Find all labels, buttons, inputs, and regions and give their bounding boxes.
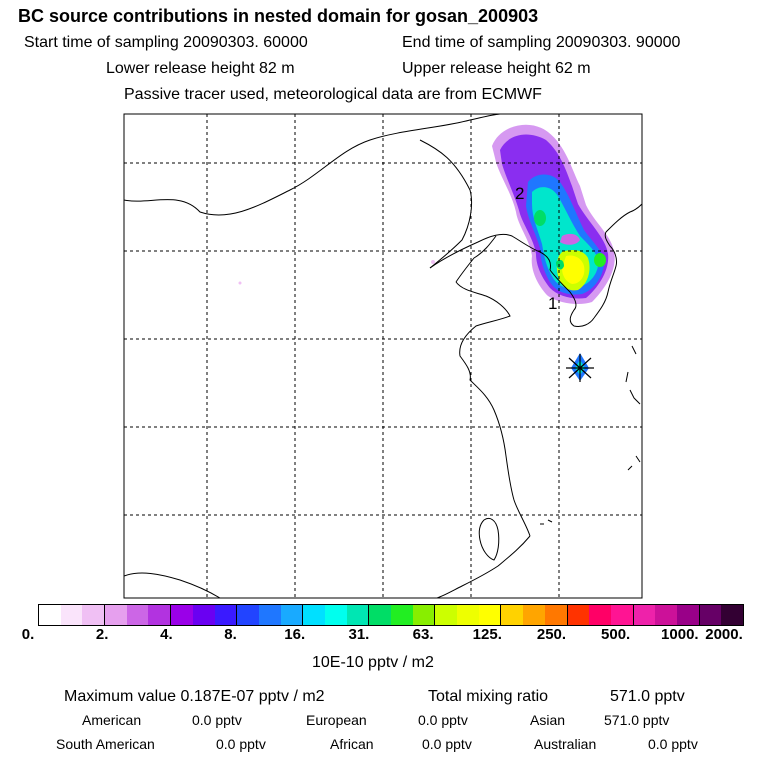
region-value: 0.0 pptv	[216, 736, 266, 752]
region-value: 0.0 pptv	[648, 736, 698, 752]
colorbar-cell	[676, 605, 699, 625]
colorbar-tick-label: 1000.	[661, 626, 699, 643]
colorbar-tick-label: 500.	[601, 626, 631, 643]
colorbar-cell	[170, 605, 193, 625]
region-value: 0.0 pptv	[422, 736, 472, 752]
colorbar-cell	[258, 605, 281, 625]
colorbar-tick-label: 2.	[95, 626, 109, 643]
colorbar-cell	[721, 605, 743, 625]
colorbar-cell	[60, 605, 83, 625]
colorbar-tick-label: 0.	[21, 626, 35, 643]
colorbar-tick-label: 4.	[160, 626, 173, 643]
coastlines	[124, 114, 642, 598]
colorbar-cell	[236, 605, 259, 625]
colorbar-ticks: 0. 2. 4. 8. 16. 31. 63. 125. 250. 500. 1000. 2000.	[0, 626, 768, 656]
map-border	[123, 113, 643, 599]
colorbar-cell	[280, 605, 303, 625]
colorbar-cell	[192, 605, 215, 625]
colorbar-cell	[655, 605, 677, 625]
lower-release-height: Lower release height 82 m	[106, 60, 295, 77]
region-value: 571.0 pptv	[604, 712, 670, 728]
colorbar-cell	[478, 605, 501, 625]
region-name: Australian	[534, 736, 597, 752]
colorbar-cell	[391, 605, 413, 625]
colorbar-cell	[632, 605, 656, 625]
colorbar-tick-label: 31.	[348, 626, 370, 643]
colorbar-cell	[500, 605, 524, 625]
upper-release-height: Upper release height 62 m	[402, 60, 591, 77]
colorbar-cell	[412, 605, 435, 625]
colorbar-cell	[523, 605, 545, 625]
end-time: End time of sampling 20090303. 90000	[402, 34, 681, 51]
map-label-1: 1	[548, 294, 557, 313]
concentration-plume	[238, 124, 615, 381]
region-name: European	[306, 712, 367, 728]
region-name: American	[82, 712, 142, 728]
colorbar-cell	[457, 605, 479, 625]
grid-lines	[124, 114, 642, 598]
region-name: Asian	[530, 712, 566, 728]
tracer-note: Passive tracer used, meteorological data…	[124, 86, 542, 103]
map-label-2: 2	[515, 184, 524, 203]
colorbar-cell	[214, 605, 237, 625]
colorbar-cell	[39, 605, 61, 625]
colorbar-units: 10E-10 pptv / m2	[312, 654, 434, 671]
region-name: African	[330, 736, 374, 752]
region-name: South American	[56, 736, 155, 752]
colorbar-cell	[544, 605, 567, 625]
region-value: 0.0 pptv	[192, 712, 242, 728]
colorbar-tick-label: 16.	[284, 626, 306, 643]
total-mixing-value: 571.0 pptv	[610, 688, 685, 705]
colorbar-tick-label: 8.	[224, 626, 237, 643]
total-mixing-label: Total mixing ratio	[428, 688, 549, 705]
colorbar-tick-label: 250.	[536, 626, 567, 643]
maximum-value: Maximum value 0.187E-07 pptv / m2	[64, 688, 325, 705]
colorbar-cell	[610, 605, 633, 625]
map-figure: 2 1	[123, 113, 643, 599]
chart-title: BC source contributions in nested domain…	[18, 6, 539, 26]
colorbar-cell	[566, 605, 590, 625]
colorbar-cell	[104, 605, 127, 625]
colorbar-cell	[324, 605, 347, 625]
colorbar-cell	[434, 605, 458, 625]
colorbar-cell	[148, 605, 171, 625]
colorbar-tick-label: 2000.	[705, 626, 743, 643]
colorbar-cell	[346, 605, 369, 625]
start-time: Start time of sampling 20090303. 60000	[24, 34, 308, 51]
colorbar	[38, 604, 744, 626]
colorbar-cell	[589, 605, 611, 625]
colorbar-cell	[126, 605, 149, 625]
colorbar-cell	[368, 605, 391, 625]
colorbar-cell	[302, 605, 325, 625]
colorbar-cell	[82, 605, 105, 625]
region-value: 0.0 pptv	[418, 712, 468, 728]
colorbar-cell	[698, 605, 722, 625]
colorbar-tick-label: 125.	[472, 626, 502, 643]
receptor-marker	[566, 354, 594, 382]
colorbar-tick-label: 63.	[412, 626, 434, 643]
